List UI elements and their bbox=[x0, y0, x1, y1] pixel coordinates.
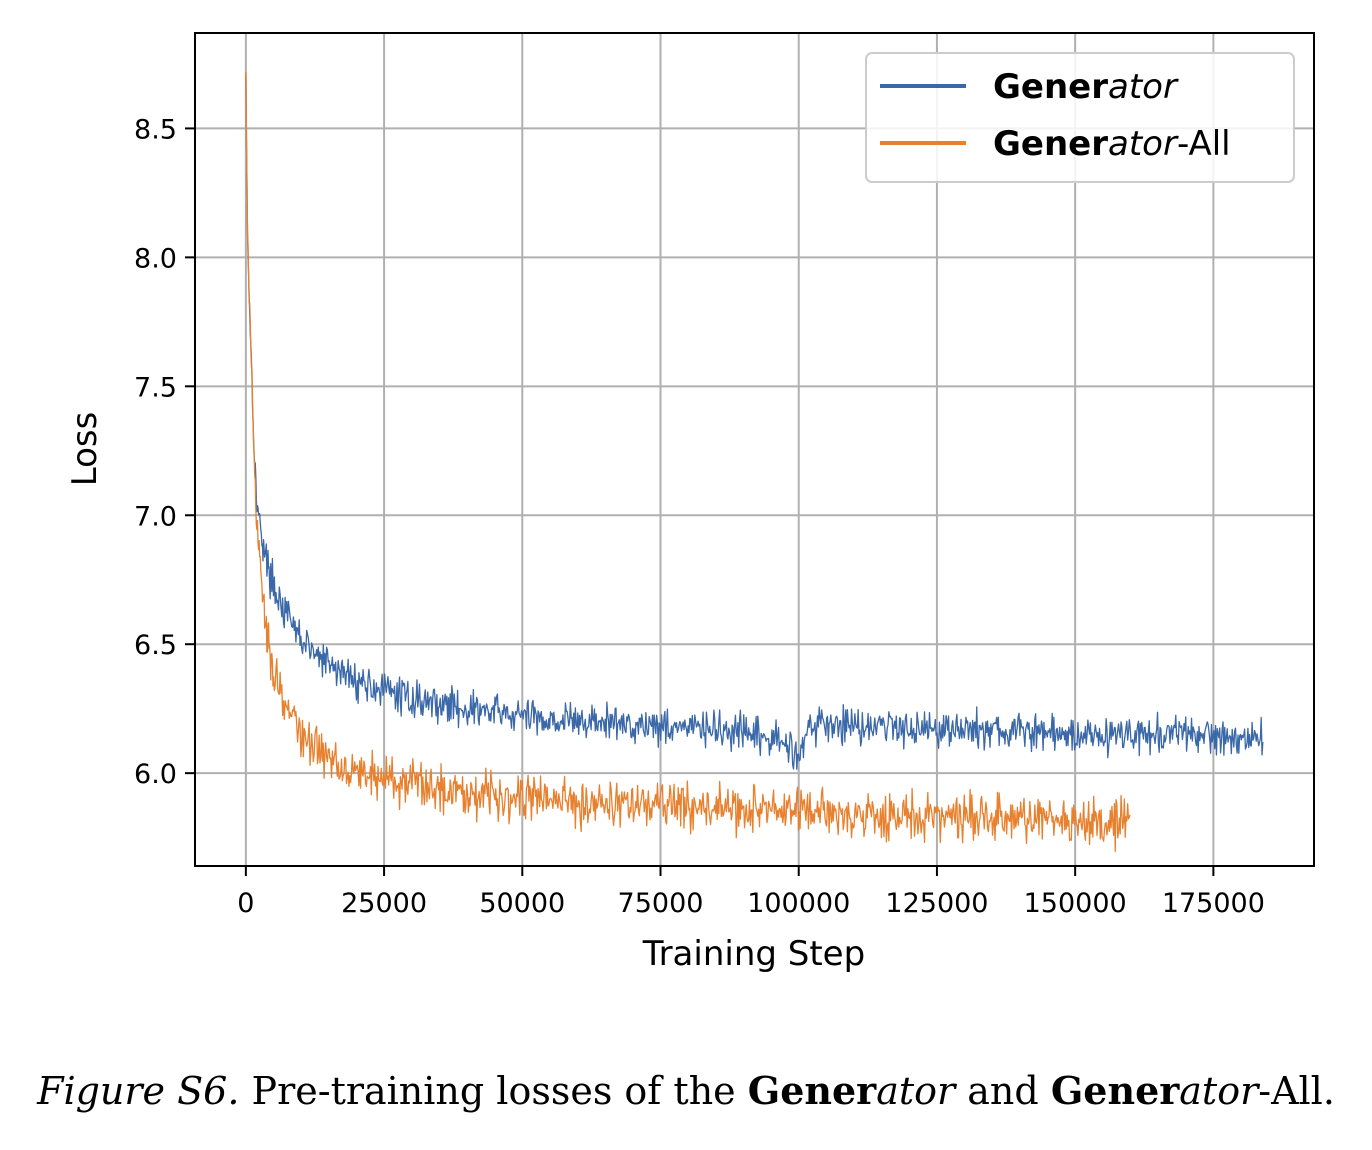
legend-label-generator-all-bold: Gener bbox=[993, 124, 1108, 164]
series-line-generator-all bbox=[245, 71, 1131, 852]
series-lines bbox=[245, 71, 1264, 852]
legend-label-generator-bold: Gener bbox=[993, 67, 1108, 107]
caption-italic-1: ator bbox=[876, 1069, 956, 1113]
caption-italic-2: ator bbox=[1179, 1069, 1259, 1113]
y-tick-label: 8.0 bbox=[134, 243, 177, 274]
caption-text-3: -All. bbox=[1258, 1069, 1335, 1113]
caption-bold-1: Gener bbox=[747, 1068, 877, 1113]
tick-labels: 0 25000 50000 75000 100000 125000 150000 175000… bbox=[134, 114, 1265, 919]
legend-label-generator-all-suffix: -All bbox=[1177, 124, 1231, 164]
x-axis-title: Training Step bbox=[642, 934, 865, 974]
y-tick-label: 6.0 bbox=[134, 759, 177, 790]
legend-label-generator-italic: ator bbox=[1108, 67, 1179, 107]
x-tick-label: 125000 bbox=[885, 888, 988, 919]
y-tick-label: 7.0 bbox=[134, 501, 177, 532]
x-tick-label: 100000 bbox=[747, 888, 850, 919]
y-tick-label: 7.5 bbox=[134, 372, 177, 403]
x-tick-label: 0 bbox=[237, 888, 254, 919]
y-axis-title: Loss bbox=[65, 412, 105, 487]
legend-label-generator: Generator bbox=[993, 67, 1179, 107]
series-line-generator bbox=[245, 76, 1264, 770]
y-tick-label: 8.5 bbox=[134, 114, 177, 145]
caption-text-1: Pre-training losses of the bbox=[239, 1069, 748, 1113]
caption-bold-2: Gener bbox=[1050, 1068, 1180, 1113]
ticks bbox=[185, 127, 1215, 876]
plot-frame bbox=[194, 32, 1315, 867]
x-tick-label: 150000 bbox=[1024, 888, 1127, 919]
legend-box bbox=[865, 52, 1295, 183]
caption-text-2: and bbox=[955, 1069, 1051, 1113]
legend-label-generator-all-italic: ator bbox=[1108, 124, 1179, 164]
legend: Generator Generator-All bbox=[865, 52, 1295, 183]
x-tick-label: 25000 bbox=[341, 888, 427, 919]
x-tick-label: 50000 bbox=[479, 888, 565, 919]
x-tick-label: 175000 bbox=[1162, 888, 1265, 919]
caption-figure-label: Figure S6. bbox=[37, 1069, 240, 1113]
y-tick-label: 6.5 bbox=[134, 630, 177, 661]
legend-label-generator-all: Generator-All bbox=[993, 124, 1231, 164]
loss-chart: 0 25000 50000 75000 100000 125000 150000 175000… bbox=[65, 32, 1315, 974]
x-tick-label: 75000 bbox=[618, 888, 704, 919]
figure-caption: Figure S6. Pre-training losses of the Ge… bbox=[0, 1068, 1372, 1113]
